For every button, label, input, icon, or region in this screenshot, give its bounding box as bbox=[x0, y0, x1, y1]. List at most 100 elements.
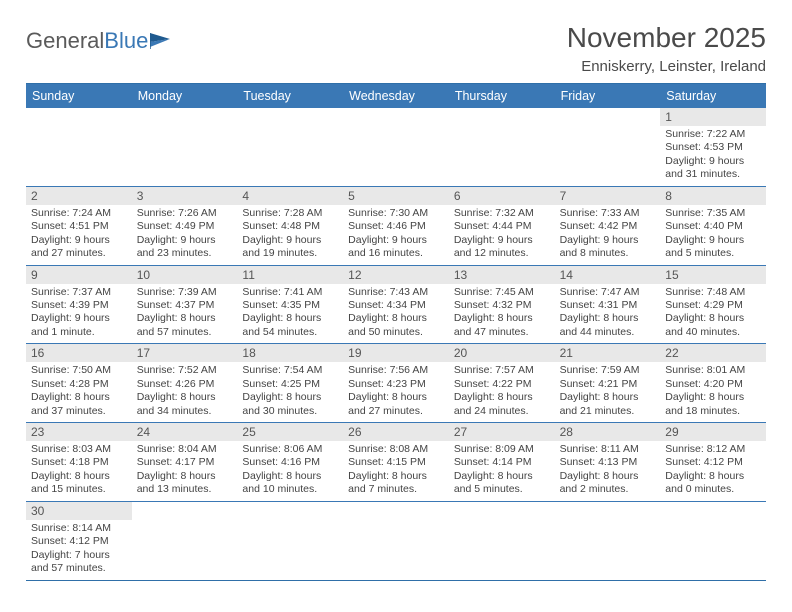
weeks-container: 1Sunrise: 7:22 AMSunset: 4:53 PMDaylight… bbox=[26, 108, 766, 580]
day-header: Friday bbox=[555, 84, 661, 108]
calendar-cell: 20Sunrise: 7:57 AMSunset: 4:22 PMDayligh… bbox=[449, 344, 555, 422]
calendar-cell: 13Sunrise: 7:45 AMSunset: 4:32 PMDayligh… bbox=[449, 266, 555, 344]
cell-date: 18 bbox=[237, 344, 343, 362]
cell-date: 6 bbox=[449, 187, 555, 205]
cell-body: Sunrise: 7:43 AMSunset: 4:34 PMDaylight:… bbox=[343, 284, 449, 344]
cell-date bbox=[449, 502, 555, 520]
cell-date: 10 bbox=[132, 266, 238, 284]
calendar-cell: 18Sunrise: 7:54 AMSunset: 4:25 PMDayligh… bbox=[237, 344, 343, 422]
cell-date: 12 bbox=[343, 266, 449, 284]
calendar-cell: 17Sunrise: 7:52 AMSunset: 4:26 PMDayligh… bbox=[132, 344, 238, 422]
flag-icon bbox=[150, 33, 172, 49]
cell-body: Sunrise: 8:12 AMSunset: 4:12 PMDaylight:… bbox=[660, 441, 766, 501]
cell-body: Sunrise: 8:04 AMSunset: 4:17 PMDaylight:… bbox=[132, 441, 238, 501]
cell-date: 3 bbox=[132, 187, 238, 205]
calendar-cell bbox=[449, 108, 555, 186]
logo: GeneralBlue bbox=[26, 28, 172, 54]
cell-date bbox=[343, 108, 449, 126]
cell-date bbox=[132, 502, 238, 520]
calendar-cell bbox=[343, 502, 449, 580]
calendar-cell: 26Sunrise: 8:08 AMSunset: 4:15 PMDayligh… bbox=[343, 423, 449, 501]
calendar-cell: 10Sunrise: 7:39 AMSunset: 4:37 PMDayligh… bbox=[132, 266, 238, 344]
calendar-cell: 11Sunrise: 7:41 AMSunset: 4:35 PMDayligh… bbox=[237, 266, 343, 344]
cell-date: 28 bbox=[555, 423, 661, 441]
cell-body: Sunrise: 7:52 AMSunset: 4:26 PMDaylight:… bbox=[132, 362, 238, 422]
calendar-cell: 16Sunrise: 7:50 AMSunset: 4:28 PMDayligh… bbox=[26, 344, 132, 422]
calendar-cell bbox=[555, 502, 661, 580]
calendar-cell: 27Sunrise: 8:09 AMSunset: 4:14 PMDayligh… bbox=[449, 423, 555, 501]
cell-body: Sunrise: 7:26 AMSunset: 4:49 PMDaylight:… bbox=[132, 205, 238, 265]
cell-body: Sunrise: 7:56 AMSunset: 4:23 PMDaylight:… bbox=[343, 362, 449, 422]
cell-body: Sunrise: 8:01 AMSunset: 4:20 PMDaylight:… bbox=[660, 362, 766, 422]
cell-date: 14 bbox=[555, 266, 661, 284]
calendar-cell bbox=[132, 502, 238, 580]
calendar-cell: 21Sunrise: 7:59 AMSunset: 4:21 PMDayligh… bbox=[555, 344, 661, 422]
cell-date bbox=[237, 108, 343, 126]
cell-date: 22 bbox=[660, 344, 766, 362]
day-header: Wednesday bbox=[343, 84, 449, 108]
week-row: 30Sunrise: 8:14 AMSunset: 4:12 PMDayligh… bbox=[26, 501, 766, 580]
day-header: Sunday bbox=[26, 84, 132, 108]
cell-date: 8 bbox=[660, 187, 766, 205]
calendar-cell bbox=[237, 502, 343, 580]
calendar-cell: 25Sunrise: 8:06 AMSunset: 4:16 PMDayligh… bbox=[237, 423, 343, 501]
cell-date: 11 bbox=[237, 266, 343, 284]
calendar-cell: 15Sunrise: 7:48 AMSunset: 4:29 PMDayligh… bbox=[660, 266, 766, 344]
cell-date: 24 bbox=[132, 423, 238, 441]
cell-date: 29 bbox=[660, 423, 766, 441]
cell-date bbox=[237, 502, 343, 520]
cell-body: Sunrise: 7:57 AMSunset: 4:22 PMDaylight:… bbox=[449, 362, 555, 422]
title-block: November 2025 Enniskerry, Leinster, Irel… bbox=[567, 22, 766, 75]
cell-body: Sunrise: 7:48 AMSunset: 4:29 PMDaylight:… bbox=[660, 284, 766, 344]
calendar-cell bbox=[237, 108, 343, 186]
cell-date bbox=[660, 502, 766, 520]
calendar-cell: 24Sunrise: 8:04 AMSunset: 4:17 PMDayligh… bbox=[132, 423, 238, 501]
cell-date: 13 bbox=[449, 266, 555, 284]
cell-body: Sunrise: 7:47 AMSunset: 4:31 PMDaylight:… bbox=[555, 284, 661, 344]
day-header: Saturday bbox=[660, 84, 766, 108]
day-header: Thursday bbox=[449, 84, 555, 108]
cell-date: 27 bbox=[449, 423, 555, 441]
cell-body: Sunrise: 7:24 AMSunset: 4:51 PMDaylight:… bbox=[26, 205, 132, 265]
cell-date: 16 bbox=[26, 344, 132, 362]
calendar-cell bbox=[26, 108, 132, 186]
logo-part1: General bbox=[26, 28, 104, 53]
cell-date: 21 bbox=[555, 344, 661, 362]
calendar-cell: 4Sunrise: 7:28 AMSunset: 4:48 PMDaylight… bbox=[237, 187, 343, 265]
calendar-cell: 29Sunrise: 8:12 AMSunset: 4:12 PMDayligh… bbox=[660, 423, 766, 501]
cell-body: Sunrise: 8:03 AMSunset: 4:18 PMDaylight:… bbox=[26, 441, 132, 501]
calendar-cell bbox=[555, 108, 661, 186]
calendar-page: GeneralBlue November 2025 Enniskerry, Le… bbox=[0, 0, 792, 603]
location: Enniskerry, Leinster, Ireland bbox=[567, 58, 766, 75]
week-row: 16Sunrise: 7:50 AMSunset: 4:28 PMDayligh… bbox=[26, 343, 766, 422]
calendar-cell: 2Sunrise: 7:24 AMSunset: 4:51 PMDaylight… bbox=[26, 187, 132, 265]
calendar-cell: 19Sunrise: 7:56 AMSunset: 4:23 PMDayligh… bbox=[343, 344, 449, 422]
calendar-cell: 28Sunrise: 8:11 AMSunset: 4:13 PMDayligh… bbox=[555, 423, 661, 501]
calendar-cell: 30Sunrise: 8:14 AMSunset: 4:12 PMDayligh… bbox=[26, 502, 132, 580]
cell-date: 5 bbox=[343, 187, 449, 205]
month-title: November 2025 bbox=[567, 22, 766, 54]
calendar-cell: 22Sunrise: 8:01 AMSunset: 4:20 PMDayligh… bbox=[660, 344, 766, 422]
day-header: Tuesday bbox=[237, 84, 343, 108]
cell-date bbox=[555, 502, 661, 520]
calendar-cell: 14Sunrise: 7:47 AMSunset: 4:31 PMDayligh… bbox=[555, 266, 661, 344]
calendar-cell: 6Sunrise: 7:32 AMSunset: 4:44 PMDaylight… bbox=[449, 187, 555, 265]
cell-body: Sunrise: 7:37 AMSunset: 4:39 PMDaylight:… bbox=[26, 284, 132, 344]
cell-body: Sunrise: 7:41 AMSunset: 4:35 PMDaylight:… bbox=[237, 284, 343, 344]
cell-date: 2 bbox=[26, 187, 132, 205]
logo-part2: Blue bbox=[104, 28, 148, 53]
cell-date bbox=[26, 108, 132, 126]
cell-date: 4 bbox=[237, 187, 343, 205]
calendar-grid: SundayMondayTuesdayWednesdayThursdayFrid… bbox=[26, 83, 766, 581]
cell-body: Sunrise: 8:06 AMSunset: 4:16 PMDaylight:… bbox=[237, 441, 343, 501]
cell-date: 23 bbox=[26, 423, 132, 441]
cell-body: Sunrise: 7:50 AMSunset: 4:28 PMDaylight:… bbox=[26, 362, 132, 422]
week-row: 23Sunrise: 8:03 AMSunset: 4:18 PMDayligh… bbox=[26, 422, 766, 501]
cell-date: 17 bbox=[132, 344, 238, 362]
cell-date bbox=[343, 502, 449, 520]
day-headers: SundayMondayTuesdayWednesdayThursdayFrid… bbox=[26, 84, 766, 108]
calendar-cell: 9Sunrise: 7:37 AMSunset: 4:39 PMDaylight… bbox=[26, 266, 132, 344]
header-row: GeneralBlue November 2025 Enniskerry, Le… bbox=[26, 22, 766, 75]
cell-date: 25 bbox=[237, 423, 343, 441]
calendar-cell: 1Sunrise: 7:22 AMSunset: 4:53 PMDaylight… bbox=[660, 108, 766, 186]
